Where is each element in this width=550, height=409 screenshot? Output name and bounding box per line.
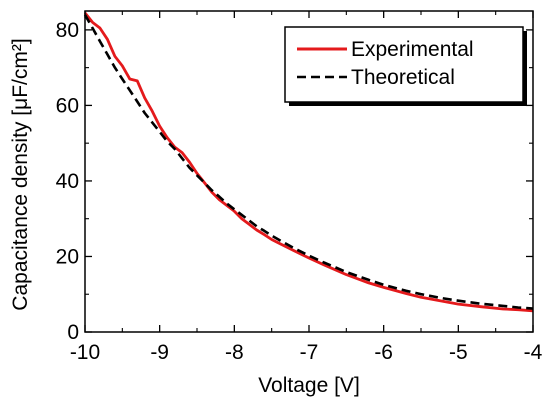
legend-label-experimental: Experimental bbox=[351, 38, 474, 61]
x-tick-label: -7 bbox=[300, 341, 319, 364]
y-tick-label: 20 bbox=[56, 245, 79, 268]
x-tick-label: -6 bbox=[374, 341, 393, 364]
x-tick-label: -5 bbox=[449, 341, 468, 364]
y-tick-label: 0 bbox=[67, 321, 79, 344]
series-layer bbox=[83, 12, 534, 313]
series-line-experimental bbox=[83, 12, 534, 313]
y-axis-title: Capacitance density [μF/cm²] bbox=[9, 38, 32, 310]
x-tick-label: -8 bbox=[225, 341, 244, 364]
y-tick-label: 40 bbox=[56, 170, 79, 193]
tick-layer: -10 -9 -8 -7 -6 -5 -4 0 20 40 60 80 bbox=[56, 11, 543, 364]
series-line-theoretical bbox=[83, 14, 534, 310]
x-tick-label: -4 bbox=[524, 341, 543, 364]
legend-box bbox=[284, 26, 524, 103]
x-tick-label: -10 bbox=[70, 341, 100, 364]
legend-label-theoretical: Theoretical bbox=[351, 66, 455, 89]
y-tick-label: 80 bbox=[56, 19, 79, 42]
x-tick-label: -9 bbox=[150, 341, 169, 364]
legend: Experimental Theoretical bbox=[284, 26, 527, 106]
x-axis-title: Voltage [V] bbox=[258, 374, 360, 397]
y-tick-label: 60 bbox=[56, 94, 79, 117]
